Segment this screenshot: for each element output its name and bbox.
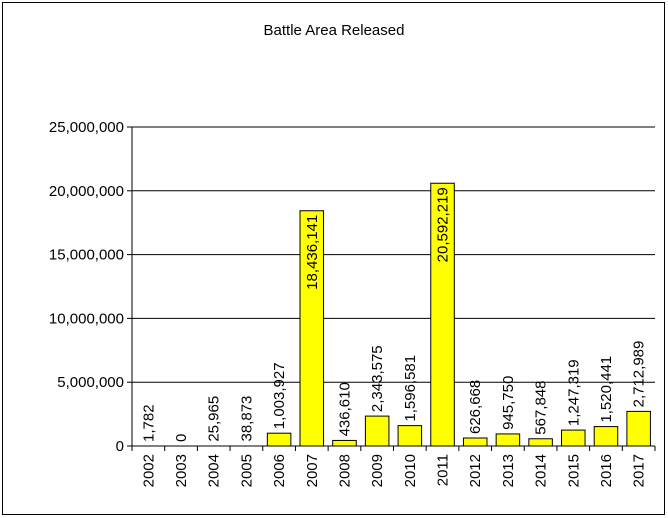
data-label: 0 xyxy=(173,434,190,442)
bar-2007 xyxy=(299,210,325,447)
x-tick-label: 2010 xyxy=(402,454,419,487)
bar-2006 xyxy=(266,432,292,447)
x-tick-label: 2011 xyxy=(435,454,452,486)
x-tick-label: 2012 xyxy=(467,454,484,487)
chart-title: Battle Area Released xyxy=(263,22,405,39)
data-label: 436,610 xyxy=(336,382,353,436)
bar-2012 xyxy=(462,437,488,447)
data-label: 38,873 xyxy=(238,396,255,442)
x-tick-label: 2003 xyxy=(173,454,190,487)
y-tick-label: 5,000,000 xyxy=(57,374,124,391)
x-tick-label: 2004 xyxy=(206,454,223,487)
data-label: 2,343,575 xyxy=(369,345,386,412)
bar-2011 xyxy=(430,182,455,447)
x-tick-label: 2009 xyxy=(369,454,386,487)
bar-2016 xyxy=(593,426,619,447)
data-label: 25,965 xyxy=(206,396,223,442)
y-tick-label: 10,000,000 xyxy=(49,310,124,327)
bar-2014 xyxy=(528,438,553,447)
data-label: 626,668 xyxy=(467,380,484,434)
data-label: 1,596,581 xyxy=(402,355,419,422)
x-tick-label: 2016 xyxy=(598,454,615,487)
y-tick-label: 0 xyxy=(116,438,124,455)
x-tick-label: 2013 xyxy=(500,454,517,487)
data-label: 567,848 xyxy=(533,381,550,435)
data-label: 1,247,319 xyxy=(565,359,582,426)
x-tick-label: 2007 xyxy=(304,454,321,487)
y-tick-label: 15,000,000 xyxy=(49,247,124,264)
x-tick-label: 2006 xyxy=(271,454,288,487)
x-tick-label: 2014 xyxy=(533,454,550,487)
data-label: 20,592,219 xyxy=(435,187,452,262)
y-tick-label: 20,000,000 xyxy=(49,183,124,200)
x-tick-label: 2005 xyxy=(238,454,255,487)
x-tick-label: 2017 xyxy=(631,454,648,487)
bar-2008 xyxy=(332,439,357,447)
x-tick-label: 2008 xyxy=(336,454,353,487)
data-label: 2,712,989 xyxy=(631,341,648,408)
data-label: 18,436,141 xyxy=(304,215,321,290)
bar-2015 xyxy=(561,429,586,447)
data-label: 1,782 xyxy=(140,404,157,442)
data-label: 1,520,441 xyxy=(598,356,615,423)
bar-2009 xyxy=(364,415,390,447)
y-tick-label: 25,000,000 xyxy=(49,119,124,136)
x-tick-label: 2002 xyxy=(140,454,157,487)
bar-2017 xyxy=(626,410,651,447)
data-label: 1,003,927 xyxy=(271,362,288,429)
data-label: 945,750 xyxy=(500,376,517,430)
bar-2013 xyxy=(495,433,521,447)
bar-2010 xyxy=(397,425,423,447)
x-tick-label: 2015 xyxy=(565,454,582,487)
